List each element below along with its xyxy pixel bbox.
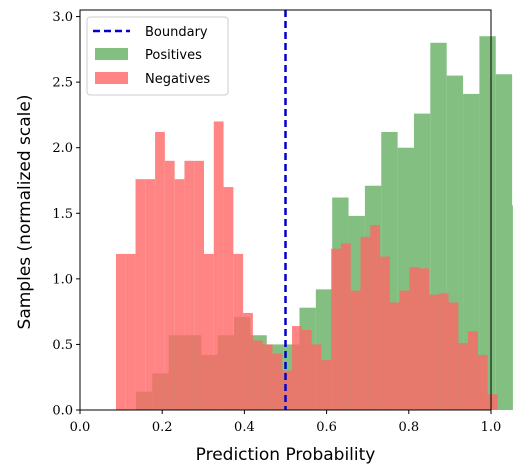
negatives-bar — [380, 256, 390, 410]
negatives-bar — [115, 253, 126, 410]
legend-boundary-label: Boundary — [145, 25, 208, 40]
y-tick-label: 0.0 — [52, 404, 73, 419]
negatives-bar — [438, 293, 449, 410]
negatives-bar — [223, 187, 234, 410]
axis-ticks: 0.0 0.2 0.4 0.6 0.8 1.0 0.0 0.5 1.0 1.5 2.0 2.5 3.0 — [52, 10, 501, 435]
x-tick-label: 0.4 — [234, 420, 255, 435]
negatives-bar — [428, 294, 439, 410]
negatives-bar — [272, 353, 283, 410]
y-tick-label: 2.0 — [52, 141, 73, 156]
legend-negatives-swatch — [95, 72, 128, 84]
negatives-bar — [311, 344, 322, 410]
bars-layer — [115, 36, 513, 411]
negatives-bar — [145, 179, 156, 410]
negatives-bar — [292, 326, 302, 410]
x-tick-label: 0.2 — [152, 420, 173, 435]
y-tick-label: 3.0 — [52, 10, 73, 25]
negatives-bar — [252, 340, 263, 410]
negatives-bar — [360, 236, 371, 410]
y-tick-label: 1.0 — [52, 272, 73, 287]
legend: Boundary Positives Negatives — [86, 16, 229, 96]
negatives-bar — [468, 331, 478, 410]
plot-frame — [79, 9, 492, 411]
negatives-bar — [350, 290, 361, 410]
negatives-bar — [203, 253, 214, 410]
negatives-bar — [233, 253, 244, 410]
legend-positives-swatch — [95, 48, 128, 60]
positives-bar — [463, 93, 480, 411]
negatives-bar — [125, 253, 136, 410]
x-tick-label: 1.0 — [481, 420, 502, 435]
negatives-bar — [262, 344, 273, 410]
negatives-bar — [370, 225, 381, 410]
negatives-bar — [448, 302, 459, 410]
y-tick-label: 0.5 — [52, 338, 73, 353]
positives-bar — [495, 74, 513, 410]
x-tick-label: 0.6 — [316, 420, 337, 435]
y-tick-label: 1.5 — [52, 207, 73, 222]
negatives-bar — [135, 179, 146, 410]
legend-negatives-label: Negatives — [145, 72, 210, 87]
negatives-bar — [331, 248, 341, 410]
negatives-bar — [301, 330, 312, 410]
negatives-bar — [409, 267, 420, 410]
positives-bar — [479, 36, 496, 411]
negatives-bar — [458, 343, 469, 410]
negatives-bar — [184, 160, 195, 410]
negatives-bar — [213, 121, 224, 411]
x-tick-label: 0.0 — [70, 420, 91, 435]
negatives-bar — [340, 243, 351, 410]
negatives-bar — [487, 394, 498, 410]
negatives-bar — [282, 370, 293, 410]
negatives-bar — [164, 160, 175, 410]
y-tick-label: 2.5 — [52, 76, 73, 91]
negatives-bar — [399, 290, 410, 410]
y-axis-title: Samples (normalized scale) — [15, 95, 35, 330]
x-axis-title: Prediction Probability — [196, 445, 376, 465]
negatives-bar — [174, 179, 185, 410]
legend-positives-label: Positives — [145, 48, 202, 63]
x-tick-label: 0.8 — [398, 420, 419, 435]
negatives-bar — [477, 354, 488, 410]
negatives-bar — [194, 160, 204, 410]
negatives-bar — [155, 131, 165, 410]
negatives-bar — [243, 312, 253, 410]
negatives-bar — [321, 360, 332, 410]
negatives-bar — [419, 268, 429, 410]
negatives-bar — [389, 302, 400, 410]
negatives-bars — [115, 121, 498, 411]
